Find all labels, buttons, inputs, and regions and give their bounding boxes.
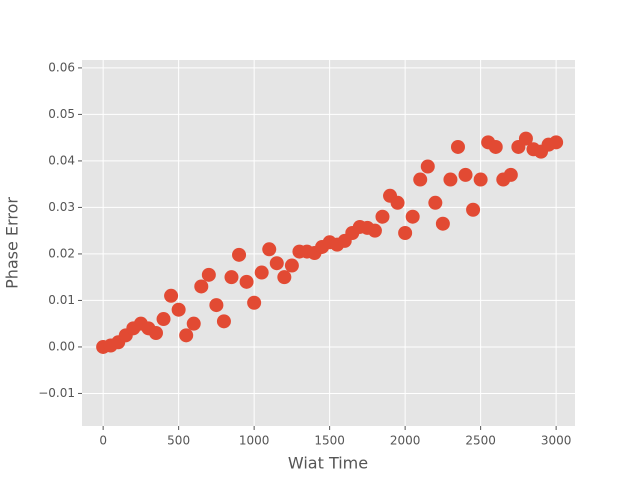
point xyxy=(435,216,450,231)
y-tick-label: 0.05 xyxy=(48,107,75,121)
y-tick-label: −0.01 xyxy=(38,386,75,400)
point xyxy=(503,167,518,182)
y-tick-label: 0.00 xyxy=(48,339,75,353)
point xyxy=(367,223,382,238)
point xyxy=(375,209,390,224)
y-tick-label: 0.02 xyxy=(48,246,75,260)
marks xyxy=(96,131,564,354)
point xyxy=(156,312,171,327)
point xyxy=(450,139,465,154)
point xyxy=(262,242,277,257)
point xyxy=(148,325,163,340)
point xyxy=(164,288,179,303)
y-axis-label: Phase Error xyxy=(3,197,22,289)
point xyxy=(216,314,231,329)
point xyxy=(239,274,254,289)
point xyxy=(194,279,209,294)
point xyxy=(269,256,284,271)
point xyxy=(405,209,420,224)
point xyxy=(247,295,262,310)
point xyxy=(458,167,473,182)
point xyxy=(232,247,247,262)
point xyxy=(254,265,269,280)
point xyxy=(209,298,224,313)
x-tick-label: 2500 xyxy=(465,434,496,448)
point xyxy=(277,270,292,285)
x-tick-label: 3000 xyxy=(541,434,572,448)
point xyxy=(518,131,533,146)
y-tick-label: 0.03 xyxy=(48,200,75,214)
x-tick-label: 2000 xyxy=(390,434,421,448)
y-tick-label: 0.01 xyxy=(48,293,75,307)
point xyxy=(428,195,443,210)
point xyxy=(473,172,488,187)
x-axis-label: Wiat Time xyxy=(288,454,368,473)
point xyxy=(443,172,458,187)
y-tick-label: 0.04 xyxy=(48,153,75,167)
point xyxy=(488,139,503,154)
x-tick-label: 1500 xyxy=(314,434,345,448)
point xyxy=(171,302,186,317)
y-tick-label: 0.06 xyxy=(48,60,75,74)
point xyxy=(549,135,564,150)
point xyxy=(420,159,435,174)
point xyxy=(413,172,428,187)
point xyxy=(390,195,405,210)
point xyxy=(466,202,481,217)
point xyxy=(179,328,194,343)
point xyxy=(186,316,201,331)
x-tick-label: 500 xyxy=(167,434,190,448)
point xyxy=(398,226,413,241)
x-tick-label: 0 xyxy=(99,434,107,448)
point xyxy=(201,267,216,282)
point xyxy=(284,258,299,273)
point xyxy=(224,270,239,285)
grid xyxy=(82,60,575,426)
x-tick-label: 1000 xyxy=(239,434,270,448)
